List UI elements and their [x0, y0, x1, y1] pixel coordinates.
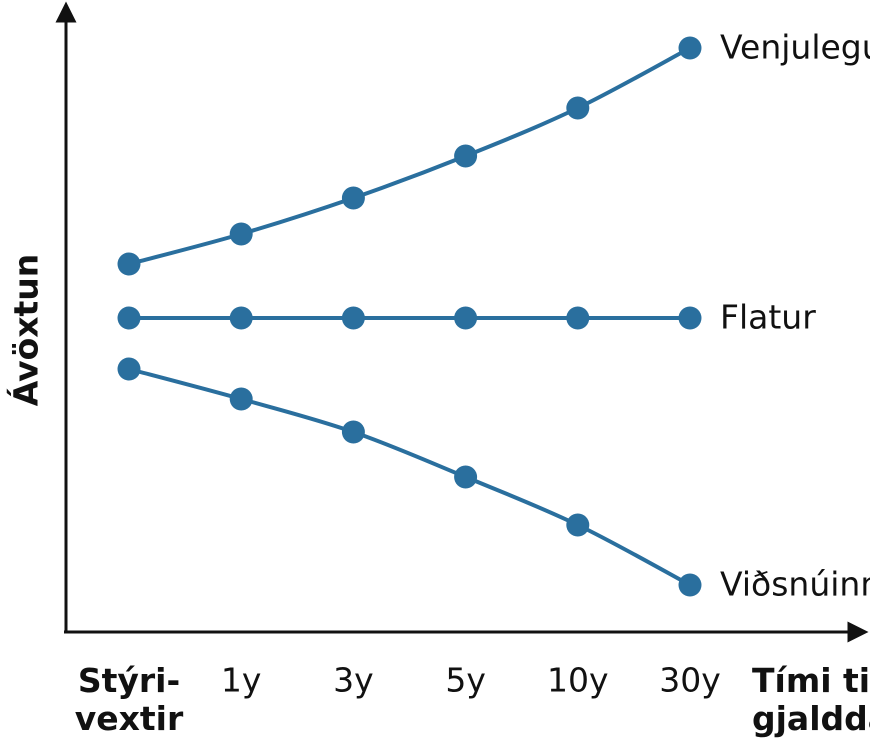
- data-point: [229, 387, 253, 411]
- x-tick-label: Stýri-vextir: [75, 661, 184, 738]
- data-point: [678, 306, 702, 330]
- data-point: [117, 306, 141, 330]
- x-tick-label: 30y: [659, 661, 721, 700]
- data-point: [341, 420, 365, 444]
- x-axis-label: Tími tilgjalddaga: [752, 661, 870, 738]
- x-tick-label: 5y: [445, 661, 486, 700]
- data-point: [566, 513, 590, 537]
- data-point: [678, 36, 702, 60]
- data-point: [454, 306, 478, 330]
- data-point: [566, 96, 590, 120]
- data-point: [341, 186, 365, 210]
- series-label: Viðsnúinn: [720, 565, 870, 604]
- data-point: [454, 144, 478, 168]
- data-point: [117, 252, 141, 276]
- series-line: [128, 46, 691, 266]
- x-tick-label: 10y: [547, 661, 609, 700]
- data-point: [341, 306, 365, 330]
- data-point: [454, 465, 478, 489]
- data-point: [678, 573, 702, 597]
- data-point: [229, 306, 253, 330]
- x-tick-label: 1y: [221, 661, 262, 700]
- series-label: Flatur: [720, 298, 816, 337]
- y-axis-label: Ávöxtun: [6, 254, 46, 407]
- series-label: Venjulegur: [720, 28, 870, 67]
- data-point: [229, 222, 253, 246]
- data-point: [566, 306, 590, 330]
- series-line: [128, 367, 691, 587]
- x-tick-label: 3y: [333, 661, 374, 700]
- data-point: [117, 357, 141, 381]
